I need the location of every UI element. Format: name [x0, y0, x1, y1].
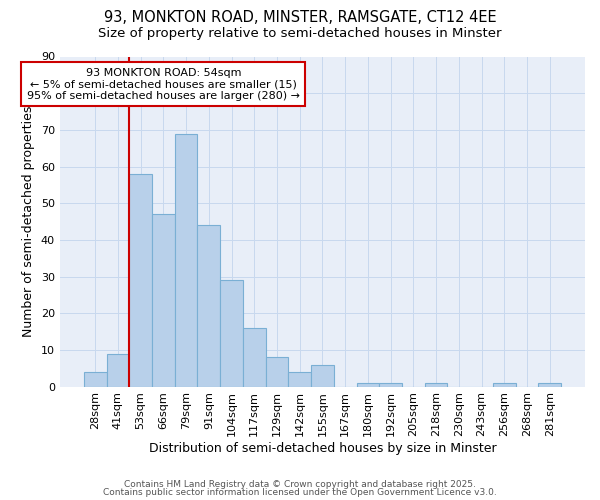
Bar	[129, 174, 152, 386]
Bar	[425, 383, 448, 386]
X-axis label: Distribution of semi-detached houses by size in Minster: Distribution of semi-detached houses by …	[149, 442, 496, 455]
Bar	[311, 364, 334, 386]
Bar	[197, 225, 220, 386]
Text: 93 MONKTON ROAD: 54sqm
← 5% of semi-detached houses are smaller (15)
95% of semi: 93 MONKTON ROAD: 54sqm ← 5% of semi-deta…	[27, 68, 300, 100]
Text: Size of property relative to semi-detached houses in Minster: Size of property relative to semi-detach…	[98, 28, 502, 40]
Bar	[493, 383, 515, 386]
Text: Contains public sector information licensed under the Open Government Licence v3: Contains public sector information licen…	[103, 488, 497, 497]
Bar	[243, 328, 266, 386]
Bar	[289, 372, 311, 386]
Bar	[538, 383, 561, 386]
Bar	[220, 280, 243, 386]
Bar	[266, 357, 289, 386]
Text: 93, MONKTON ROAD, MINSTER, RAMSGATE, CT12 4EE: 93, MONKTON ROAD, MINSTER, RAMSGATE, CT1…	[104, 10, 496, 25]
Bar	[175, 134, 197, 386]
Bar	[84, 372, 107, 386]
Text: Contains HM Land Registry data © Crown copyright and database right 2025.: Contains HM Land Registry data © Crown c…	[124, 480, 476, 489]
Y-axis label: Number of semi-detached properties: Number of semi-detached properties	[22, 106, 35, 337]
Bar	[152, 214, 175, 386]
Bar	[107, 354, 129, 386]
Bar	[379, 383, 402, 386]
Bar	[356, 383, 379, 386]
